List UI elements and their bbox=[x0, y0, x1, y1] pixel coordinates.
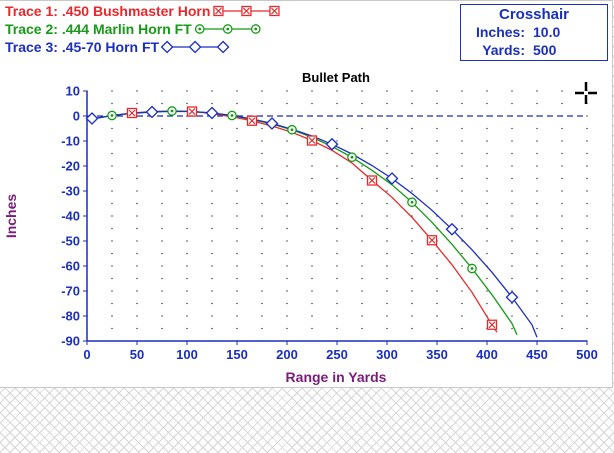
crosshair-inches-value: 10.0 bbox=[533, 24, 561, 40]
series-2-marker bbox=[347, 152, 357, 163]
series-1-marker bbox=[306, 135, 318, 146]
series-1-marker bbox=[366, 175, 378, 186]
chart-panel: Bullet Path 0 50 100 150 200 250 300 350 400 450 5… bbox=[0, 0, 613, 388]
x-tick-label: 100 bbox=[176, 347, 198, 362]
crosshair-yards-value: 500 bbox=[533, 42, 557, 58]
series-2-marker bbox=[167, 106, 177, 116]
y-tick-label: -90 bbox=[61, 334, 80, 349]
series-1-marker bbox=[246, 115, 258, 126]
series-2-marker bbox=[287, 124, 297, 135]
y-tick-label: -30 bbox=[61, 184, 80, 199]
x-tick-label: 350 bbox=[426, 347, 448, 362]
series-1-marker bbox=[426, 235, 438, 246]
y-tick-label: -50 bbox=[61, 234, 80, 249]
series-1-marker bbox=[186, 106, 198, 117]
series-3-marker bbox=[85, 112, 99, 125]
series-3-marker bbox=[385, 172, 399, 185]
x-tick-label: 300 bbox=[376, 347, 398, 362]
legend-series-name: .45-70 Horn FT bbox=[62, 39, 160, 55]
series-1-marker bbox=[486, 319, 498, 330]
series-3-marker bbox=[325, 137, 339, 151]
crosshair-yards-label: Yards: bbox=[482, 42, 525, 58]
legend-marker-3 bbox=[216, 40, 230, 54]
legend-marker-2 bbox=[194, 24, 205, 34]
legend-trace-prefix: Trace 3: bbox=[5, 39, 62, 55]
crosshair-cursor-icon[interactable] bbox=[575, 82, 597, 104]
x-tick-label: 0 bbox=[83, 347, 90, 362]
legend-series-name: .450 Bushmaster Horn bbox=[62, 3, 211, 19]
legend-marker-3 bbox=[160, 40, 174, 54]
series-line-2 bbox=[86, 110, 518, 336]
y-tick-label: -60 bbox=[61, 259, 80, 274]
x-axis-label: Range in Yards bbox=[286, 369, 387, 385]
legend-trace-prefix: Trace 2: bbox=[5, 21, 62, 37]
y-axis-label: Inches bbox=[3, 194, 19, 239]
series-markers bbox=[85, 105, 519, 330]
series-3-marker bbox=[505, 290, 519, 304]
series-line-1 bbox=[86, 110, 498, 333]
legend-marker-1 bbox=[213, 5, 224, 17]
crosshair-inches-label: Inches: bbox=[475, 24, 525, 40]
legend-entry-3: Trace 3: .45-70 Horn FT bbox=[5, 39, 160, 55]
legend-marker-3 bbox=[188, 40, 202, 54]
y-tick-labels: 10 0 -10 -20 -30 -40 -50 -60 -70 -80 -90 bbox=[61, 84, 87, 349]
legend-marker-1 bbox=[269, 5, 280, 17]
legend-series-name: .444 Marlin Horn FT bbox=[62, 21, 192, 37]
crosshair-title: Crosshair bbox=[498, 6, 570, 23]
legend-marker-1 bbox=[241, 5, 252, 17]
bullet-path-chart: Bullet Path 0 50 100 150 200 250 300 350 400 450 5… bbox=[3, 3, 598, 385]
x-tick-label: 50 bbox=[130, 347, 144, 362]
y-tick-label: 10 bbox=[66, 84, 80, 99]
series-1-marker bbox=[126, 107, 138, 119]
y-tick-label: -40 bbox=[61, 209, 80, 224]
series-3-marker bbox=[205, 106, 219, 120]
x-tick-label: 250 bbox=[326, 347, 348, 362]
chart-title: Bullet Path bbox=[302, 70, 370, 85]
x-tick-labels: 0 50 100 150 200 250 300 350 400 450 500 bbox=[83, 341, 598, 362]
x-tick-label: 450 bbox=[526, 347, 548, 362]
x-tick-label: 500 bbox=[576, 347, 598, 362]
series-3-marker bbox=[445, 222, 459, 236]
y-tick-label: -20 bbox=[61, 159, 80, 174]
series-2-marker bbox=[467, 263, 477, 274]
crosshair-readout: Crosshair Inches: 10.0 Yards: 500 bbox=[460, 4, 608, 61]
series-3-marker bbox=[265, 117, 279, 130]
series-2-marker bbox=[107, 110, 117, 121]
legend-marker-2 bbox=[250, 24, 261, 34]
y-tick-label: -70 bbox=[61, 284, 80, 299]
y-tick-label: -80 bbox=[61, 309, 80, 324]
legend-entry-2: Trace 2: .444 Marlin Horn FT bbox=[5, 21, 192, 37]
grid bbox=[86, 90, 588, 342]
x-tick-label: 150 bbox=[226, 347, 248, 362]
y-tick-label: -10 bbox=[61, 134, 80, 149]
x-tick-label: 200 bbox=[276, 347, 298, 362]
y-tick-label: 0 bbox=[73, 109, 80, 124]
series-2-marker bbox=[407, 197, 417, 208]
legend-trace-prefix: Trace 1: bbox=[5, 3, 62, 19]
legend-entry-1: Trace 1: .450 Bushmaster Horn bbox=[5, 3, 210, 19]
series-2-marker bbox=[227, 110, 237, 121]
x-tick-label: 400 bbox=[476, 347, 498, 362]
series-3-marker bbox=[145, 105, 159, 119]
legend-marker-2 bbox=[222, 24, 233, 34]
